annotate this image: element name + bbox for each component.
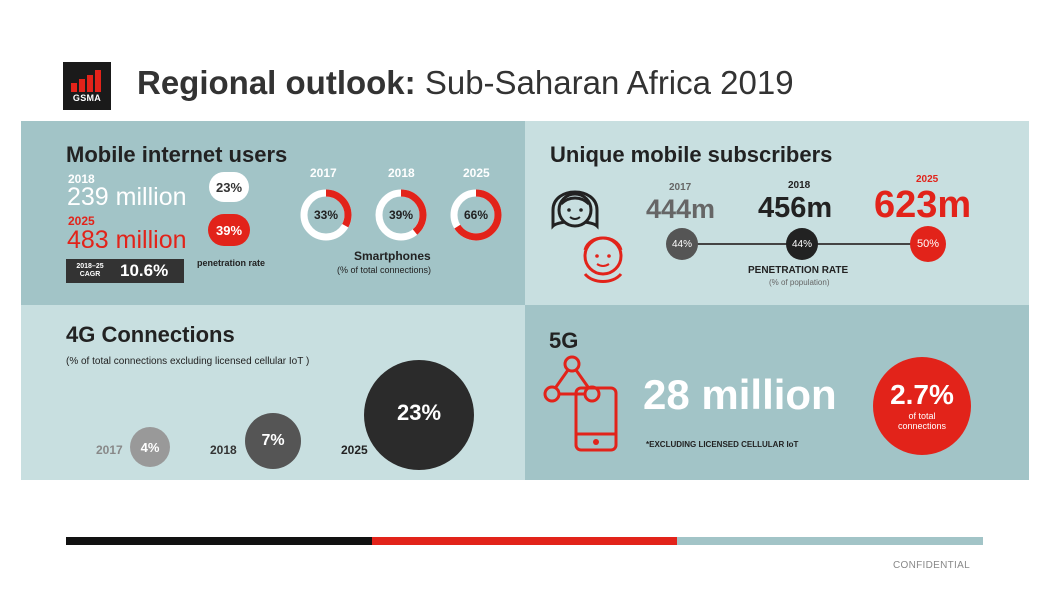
- smartphone-donuts: [300, 189, 502, 241]
- rate-2025-badge: 39%: [208, 214, 250, 246]
- smartphones-label: Smartphones: [354, 249, 431, 263]
- sub-rate-2025: 50%: [910, 226, 946, 262]
- footer-bar-black: [66, 537, 372, 545]
- fiveg-note: *EXCLUDING LICENSED CELLULAR IoT: [646, 440, 799, 449]
- sub-value-2017: 444m: [646, 194, 716, 224]
- fourg-year-2018: 2018: [210, 443, 237, 457]
- page-title: Regional outlook: Sub-Saharan Africa 201…: [137, 64, 794, 102]
- donut-value-2017: 33%: [313, 208, 339, 222]
- rate-2018-badge: 23%: [209, 172, 249, 202]
- fourg-year-2025: 2025: [341, 443, 368, 457]
- fourg-heading: 4G Connections: [66, 322, 235, 347]
- sub-rate-2018: 44%: [786, 228, 818, 260]
- donut-value-2025: 66%: [463, 208, 489, 222]
- fiveg-heading: 5G: [549, 328, 579, 353]
- sub-rate-sub: (% of population): [769, 278, 830, 287]
- sub-year-2017: 2017: [669, 182, 692, 193]
- sub-rate-2017: 44%: [666, 228, 698, 260]
- connected-phone-icon: [543, 355, 618, 452]
- cagr-value: 10.6%: [120, 261, 169, 280]
- fourg-year-2017: 2017: [96, 443, 123, 457]
- year-2018-label: 2018: [68, 172, 95, 186]
- users-2025: 483 million: [67, 226, 187, 254]
- sub-year-2025: 2025: [916, 174, 939, 185]
- donut-value-2018: 39%: [388, 208, 414, 222]
- cagr-label: 2018–25 CAGR: [76, 263, 104, 278]
- fiveg-share-circle: 2.7% of total connections: [873, 357, 971, 455]
- sub-value-2025: 623m: [874, 184, 972, 226]
- fourg-circle-2018: 7%: [245, 413, 301, 469]
- penetration-rate-label: penetration rate: [196, 258, 265, 268]
- donut-year-2017: 2017: [310, 166, 337, 180]
- smartphones-sub: (% of total connections): [337, 265, 432, 275]
- users-2018: 239 million: [67, 183, 187, 211]
- donut-year-2025: 2025: [463, 166, 490, 180]
- footer-bar-red: [372, 537, 677, 545]
- signal-bars-icon: [71, 70, 103, 92]
- gsma-logo: GSMA: [63, 62, 111, 110]
- fourg-circle-2017: 4%: [130, 427, 170, 467]
- footer-bar-teal: [677, 537, 983, 545]
- mobile-internet-heading: Mobile internet users: [66, 142, 288, 167]
- donut-arc-2017: [300, 189, 352, 241]
- fiveg-share: 2.7%: [890, 379, 954, 410]
- cagr-box: 2018–25 CAGR 10.6%: [66, 259, 184, 283]
- donut-arc-2018: [375, 189, 427, 241]
- confidential-label: CONFIDENTIAL: [893, 560, 970, 571]
- subscribers-heading: Unique mobile subscribers: [550, 142, 833, 167]
- donut-arc-2025: [450, 189, 502, 241]
- fiveg-share-sub: of total connections: [897, 411, 947, 431]
- fourg-sub: (% of total connections excluding licens…: [66, 356, 310, 367]
- logo-text: GSMA: [72, 93, 102, 103]
- year-2025-label: 2025: [68, 214, 95, 228]
- sub-value-2018: 456m: [758, 192, 833, 224]
- sub-year-2018: 2018: [788, 180, 811, 191]
- sub-rate-label: PENETRATION RATE: [748, 265, 849, 276]
- fourg-circle-2025: 23%: [364, 360, 474, 470]
- title-rest: Sub-Saharan Africa 2019: [415, 64, 794, 101]
- title-bold: Regional outlook:: [137, 64, 416, 101]
- fiveg-value: 28 million: [643, 371, 837, 418]
- donut-year-2018: 2018: [388, 166, 415, 180]
- people-icon: [551, 190, 623, 283]
